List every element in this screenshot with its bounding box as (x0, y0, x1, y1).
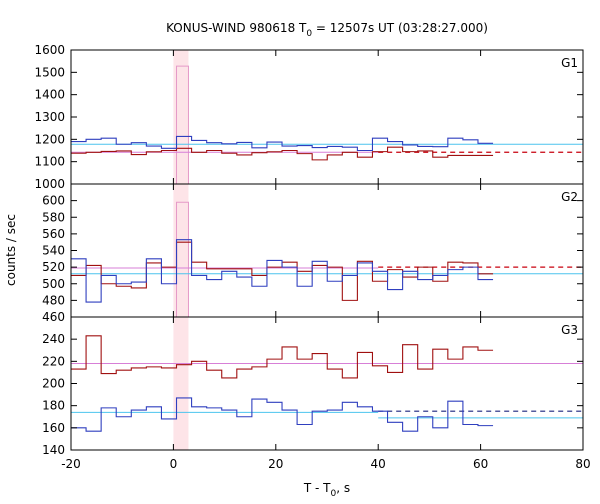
panel-frame (70, 316, 584, 451)
y-tick-label: 520 (42, 260, 65, 274)
panel-g3: 140 160 180 200 220 240 G3 (42, 316, 584, 457)
series-blue-histogram (71, 239, 494, 303)
panel-label-g3: G3 (561, 323, 578, 337)
y-tick-label: 560 (42, 227, 65, 241)
panel-frame (70, 183, 584, 318)
highlight-interval-band (173, 50, 189, 450)
series-blue-histogram (71, 397, 494, 432)
series-red-histogram (71, 241, 494, 301)
chart-title-rest: = 12507s UT (03:28:27.000) (312, 21, 488, 35)
y-tick-label: 580 (42, 210, 65, 224)
y-tick-label: 180 (42, 399, 65, 413)
y-tick-label: 1200 (34, 132, 65, 146)
y-tick-label: 160 (42, 421, 65, 435)
x-tick-label: 0 (170, 457, 178, 471)
y-tick-label: 1100 (34, 155, 65, 169)
x-axis-label: T - T0, s (303, 481, 350, 499)
y-tick-label: 1500 (34, 65, 65, 79)
series-red-histogram (71, 335, 494, 379)
series-blue-histogram (71, 135, 494, 152)
y-tick-label: 600 (42, 194, 65, 208)
chart-title: KONUS-WIND 980618 T0 = 12507s UT (03:28:… (166, 21, 488, 39)
y-tick-label: 200 (42, 377, 65, 391)
y-tick-label: 1600 (34, 43, 65, 57)
series-red-histogram (71, 146, 494, 161)
y-tick-label: 1400 (34, 88, 65, 102)
x-axis-label-main: T - T (303, 481, 331, 495)
y-axis-label: counts / sec (4, 214, 18, 286)
y-tick-label: 140 (42, 443, 65, 457)
y-tick-label: 460 (42, 310, 65, 324)
panel-g1: 1000 1100 1200 1300 1400 1500 1600 G1 (34, 43, 584, 191)
y-tick-label: 1300 (34, 110, 65, 124)
y-tick-label: 220 (42, 354, 65, 368)
x-tick-label: -20 (61, 457, 81, 471)
panel-frame (70, 49, 584, 185)
peak-bin (176, 65, 189, 184)
y-tick-label: 480 (42, 293, 65, 307)
x-tick-label: 60 (473, 457, 488, 471)
panel-label-g1: G1 (561, 56, 578, 70)
x-axis-label-end: , s (336, 481, 350, 495)
panel-label-g2: G2 (561, 190, 578, 204)
chart-title-main: KONUS-WIND 980618 T (166, 21, 307, 35)
y-tick-label: 240 (42, 332, 65, 346)
x-tick-label: 80 (575, 457, 590, 471)
y-tick-label: 1000 (34, 177, 65, 191)
y-tick-label: 500 (42, 277, 65, 291)
panel-g2: 460 480 500 520 540 560 580 600 G2 (42, 183, 584, 324)
svg-text:T - T0, s: T - T0, s (303, 481, 350, 499)
x-tick-label: 40 (371, 457, 386, 471)
x-axis-label-subscript: 0 (331, 489, 337, 499)
chart-title-subscript: 0 (306, 29, 312, 39)
y-tick-label: 540 (42, 244, 65, 258)
svg-text:KONUS-WIND 980618 T0 = 12507s: KONUS-WIND 980618 T0 = 12507s UT (03:28:… (166, 21, 488, 39)
x-tick-label: 20 (268, 457, 283, 471)
